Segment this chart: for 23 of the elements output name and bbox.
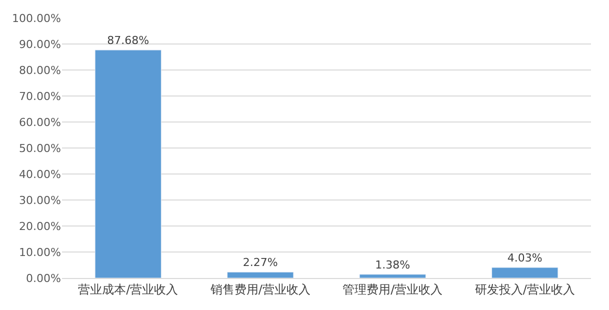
y-tick-label: 30.00% [19, 194, 61, 207]
y-tick-label: 10.00% [19, 246, 61, 259]
y-tick-label: 90.00% [19, 38, 61, 51]
y-tick-label: 60.00% [19, 116, 61, 129]
y-tick-label: 100.00% [12, 12, 61, 25]
y-tick-label: 0.00% [26, 272, 61, 285]
data-label: 4.03% [507, 252, 542, 265]
y-tick-label: 40.00% [19, 168, 61, 181]
y-tick-label: 70.00% [19, 90, 61, 103]
x-tick-label: 管理费用/营业收入 [342, 282, 443, 296]
x-tick-label: 营业成本/营业收入 [78, 282, 178, 296]
data-label: 87.68% [107, 34, 150, 48]
x-tick-label: 销售费用/营业收入 [209, 282, 310, 296]
bar [94, 50, 162, 278]
y-tick-label: 50.00% [19, 142, 61, 155]
bar [359, 274, 426, 278]
data-label: 2.27% [242, 256, 278, 270]
y-tick-label: 80.00% [19, 64, 61, 77]
data-label: 1.38% [375, 258, 410, 272]
y-tick-label: 20.00% [19, 220, 61, 233]
bar [492, 267, 558, 278]
bar [227, 272, 294, 278]
x-tick-label: 研发投入/营业收入 [474, 282, 575, 296]
